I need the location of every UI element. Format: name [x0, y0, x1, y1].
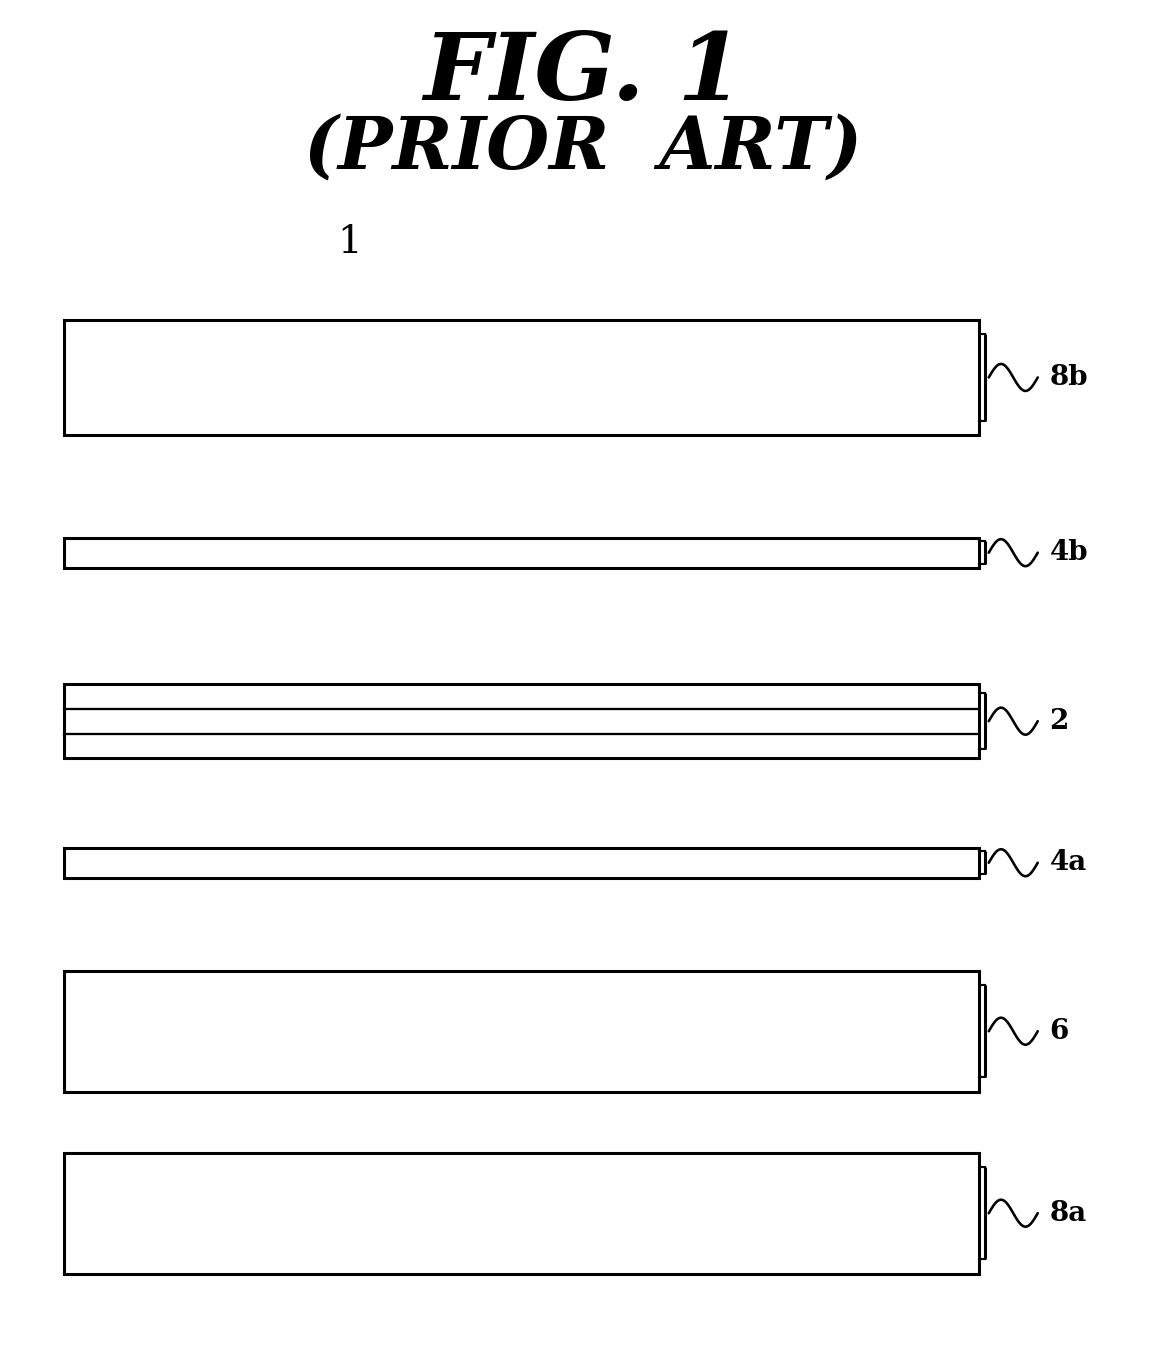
Text: 2: 2 [1049, 708, 1069, 735]
Text: (PRIOR  ART): (PRIOR ART) [304, 113, 862, 183]
Text: FIG. 1: FIG. 1 [423, 30, 743, 119]
Text: 4b: 4b [1049, 539, 1088, 566]
Bar [64, 538, 979, 568]
Bar [64, 1153, 979, 1274]
Text: 6: 6 [1049, 1018, 1069, 1045]
Bar [64, 321, 979, 434]
Text: 8a: 8a [1049, 1200, 1087, 1227]
Bar [64, 685, 979, 758]
Bar [64, 971, 979, 1092]
Bar [64, 848, 979, 878]
Text: 8b: 8b [1049, 364, 1088, 391]
Text: 1: 1 [337, 224, 363, 262]
Text: 4a: 4a [1049, 849, 1087, 876]
